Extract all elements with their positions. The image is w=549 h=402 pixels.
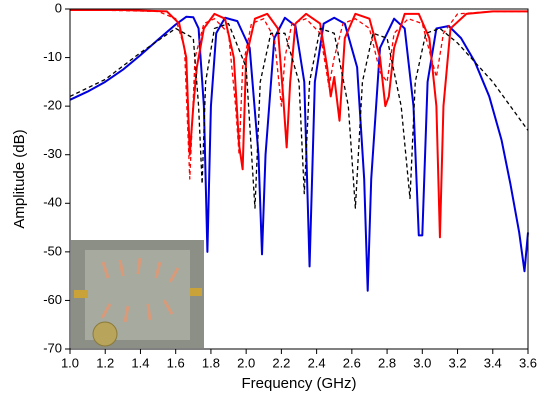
x-axis-title: Frequency (GHz) [241, 375, 356, 392]
x-tick-label: 1.4 [131, 355, 149, 370]
y-axis-title: Amplitude (dB) [11, 129, 28, 228]
x-tick-label: 2.6 [343, 355, 361, 370]
x-tick-label: 1.8 [202, 355, 220, 370]
x-tick-label: 2.4 [308, 355, 326, 370]
y-tick-label: -60 [43, 292, 62, 307]
y-tick-label: -40 [43, 195, 62, 210]
y-tick-label: -70 [43, 340, 62, 355]
y-tick-label: -10 [43, 49, 62, 64]
x-tick-label: 1.2 [96, 355, 114, 370]
x-tick-label: 3.6 [519, 355, 537, 370]
y-tick-label: -50 [43, 243, 62, 258]
x-tick-label: 3.2 [448, 355, 466, 370]
series-line [70, 8, 528, 239]
series-line [69, 15, 529, 292]
x-tick-label: 2.2 [272, 355, 290, 370]
y-tick-label: -30 [43, 146, 62, 161]
x-tick-label: 1.6 [167, 355, 185, 370]
x-tick-label: 2.8 [378, 355, 396, 370]
series-line [69, 22, 529, 209]
inset-photo [71, 240, 204, 348]
x-tick-label: 3.0 [413, 355, 431, 370]
series-line [69, 8, 528, 180]
x-tick-label: 3.4 [484, 355, 502, 370]
plot-frame [69, 8, 529, 350]
y-tick-label: -20 [43, 98, 62, 113]
x-tick-label: 2.0 [237, 355, 255, 370]
x-tick-label: 1.0 [61, 355, 79, 370]
y-tick-label: 0 [55, 0, 62, 15]
